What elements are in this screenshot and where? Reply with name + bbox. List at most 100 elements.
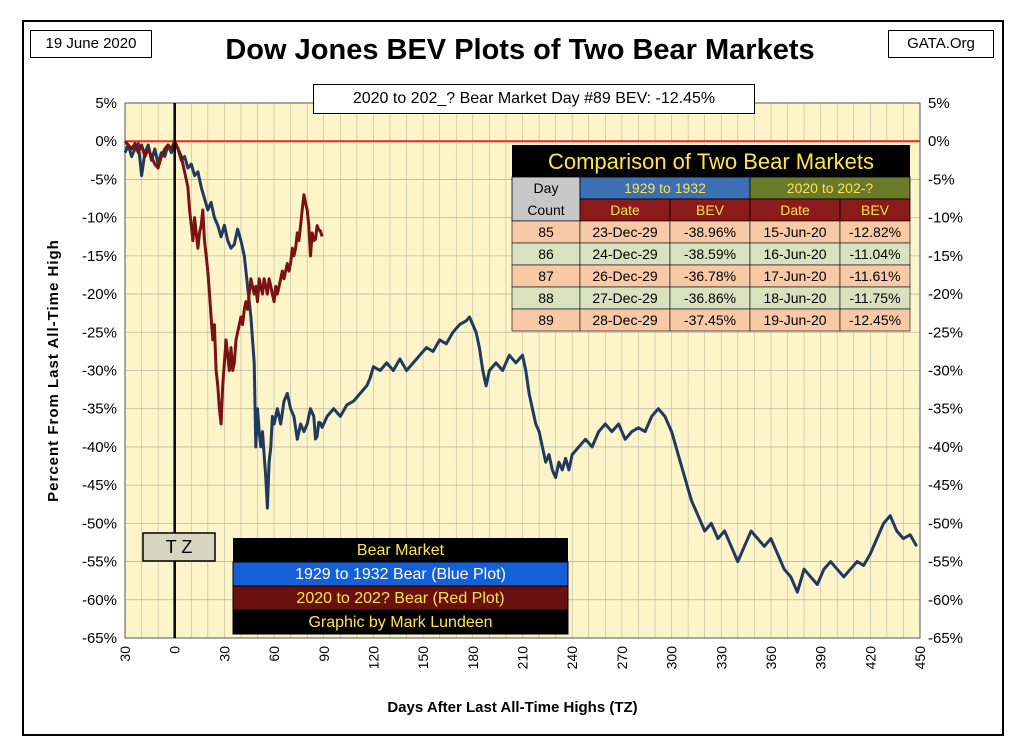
series-1929-line [123, 139, 919, 594]
series-2020-line [123, 139, 324, 426]
y-tick-label-right: -65% [928, 630, 963, 647]
legend-item-bg [232, 585, 569, 611]
y-tick-label-right: -60% [928, 592, 963, 609]
legend-item-bg [232, 609, 569, 635]
y-tick-label-left: -65% [82, 630, 117, 647]
table-group-1929: 1929 to 1932 [624, 180, 706, 196]
x-tick-label: 150 [415, 646, 431, 670]
legend-item-label: Graphic by Mark Lundeen [308, 614, 492, 631]
y-tick-label-left: -25% [82, 324, 117, 341]
table-day-cell: 85 [538, 224, 554, 240]
y-tick-label-left: -50% [82, 515, 117, 532]
y-tick-label-right: -30% [928, 363, 963, 380]
x-tick-label: 90 [316, 646, 332, 662]
tz-box [142, 532, 216, 562]
y-tick-label-left: -10% [82, 210, 117, 227]
legend-item-bg [232, 561, 569, 587]
date-label: 19 June 2020 [30, 30, 152, 58]
x-tick-label: 360 [763, 646, 779, 670]
table-cell: -38.59% [684, 246, 736, 262]
table-cell: 27-Dec-29 [592, 290, 658, 306]
table-group-2020: 2020 to 202-? [787, 180, 874, 196]
table-day-header-1: Day [534, 180, 559, 196]
x-tick-label: 180 [465, 646, 481, 670]
x-tick-label: 210 [515, 646, 531, 670]
table-day-header-2: Count [527, 202, 564, 218]
y-tick-label-right: -5% [928, 171, 955, 188]
y-tick-label-right: 0% [928, 133, 950, 150]
y-tick-label-right: -15% [928, 248, 963, 265]
table-subheader: Date [610, 202, 640, 218]
y-tick-label-left: -15% [82, 248, 117, 265]
table-cell: 23-Dec-29 [592, 224, 658, 240]
table-cell: -11.04% [849, 246, 900, 262]
x-tick-label: 0 [167, 646, 183, 654]
y-tick-label-right: -25% [928, 324, 963, 341]
table-day-cell: 89 [538, 312, 554, 328]
chart-title: Dow Jones BEV Plots of Two Bear Markets [225, 34, 815, 66]
x-tick-label: 450 [912, 646, 928, 670]
y-tick-label-right: -50% [928, 515, 963, 532]
table-cell: 28-Dec-29 [592, 312, 658, 328]
table-cell: 26-Dec-29 [592, 268, 658, 284]
x-axis-label: Days After Last All-Time Highs (TZ) [387, 699, 637, 716]
table-cell: -37.45% [684, 312, 736, 328]
y-axis-label: Percent From Last All-Time High [45, 239, 62, 502]
table-cell: -36.78% [684, 268, 736, 284]
y-tick-label-right: -40% [928, 439, 963, 456]
y-tick-label-right: -55% [928, 554, 963, 571]
x-tick-label: 390 [813, 646, 829, 670]
table-subheader: BEV [861, 202, 890, 218]
table-cell: 24-Dec-29 [592, 246, 658, 262]
table-cell: -12.45% [849, 312, 901, 328]
table-cell: -38.96% [684, 224, 736, 240]
y-tick-label-left: -45% [82, 477, 117, 494]
legend-title-bg [233, 538, 568, 562]
table-title: Comparison of Two Bear Markets [548, 149, 874, 174]
y-tick-label-left: -60% [82, 592, 117, 609]
y-tick-label-right: -45% [928, 477, 963, 494]
bev-callout: 2020 to 202_? Bear Market Day #89 BEV: -… [313, 84, 755, 114]
x-tick-label: 300 [664, 646, 680, 670]
x-tick-label: 270 [614, 646, 630, 670]
table-day-header-bg [511, 176, 581, 222]
table-cell: 16-Jun-20 [763, 246, 826, 262]
table-cell: 15-Jun-20 [763, 224, 826, 240]
y-tick-label-left: -40% [82, 439, 117, 456]
table-cell: -12.82% [849, 224, 901, 240]
x-tick-label: 60 [266, 646, 282, 662]
y-tick-label-right: -35% [928, 401, 963, 418]
table-day-cell: 86 [538, 246, 554, 262]
table-cell: -11.75% [849, 290, 900, 306]
tz-label: T Z [166, 537, 193, 557]
table-day-cell: 88 [538, 290, 554, 306]
y-tick-label-right: -10% [928, 210, 963, 227]
x-tick-label: 30 [216, 646, 232, 662]
table-cell: -11.61% [849, 268, 900, 284]
table-cell: 17-Jun-20 [763, 268, 826, 284]
table-title-bg [512, 145, 910, 177]
y-tick-label-left: 5% [95, 95, 117, 112]
legend-item-label: 2020 to 202? Bear (Red Plot) [296, 590, 504, 607]
table-cell: 18-Jun-20 [763, 290, 826, 306]
table-subheader: BEV [696, 202, 725, 218]
table-day-cell: 87 [538, 268, 554, 284]
y-tick-label-left: -30% [82, 363, 117, 380]
x-tick-label: 330 [713, 646, 729, 670]
y-tick-label-right: -20% [928, 286, 963, 303]
x-tick-label: 240 [564, 646, 580, 670]
y-tick-label-left: -20% [82, 286, 117, 303]
y-tick-label-right: 5% [928, 95, 950, 112]
y-tick-label-left: -35% [82, 401, 117, 418]
y-tick-label-left: -5% [90, 171, 117, 188]
x-tick-label: 30 [117, 646, 133, 662]
table-subheader: Date [780, 202, 810, 218]
y-tick-label-left: 0% [95, 133, 117, 150]
source-label: GATA.Org [888, 30, 994, 58]
legend-title: Bear Market [357, 542, 445, 559]
table-cell-bg [839, 308, 911, 332]
legend-item-label: 1929 to 1932 Bear (Blue Plot) [295, 566, 506, 583]
x-tick-label: 120 [365, 646, 381, 670]
x-tick-label: 420 [862, 646, 878, 670]
